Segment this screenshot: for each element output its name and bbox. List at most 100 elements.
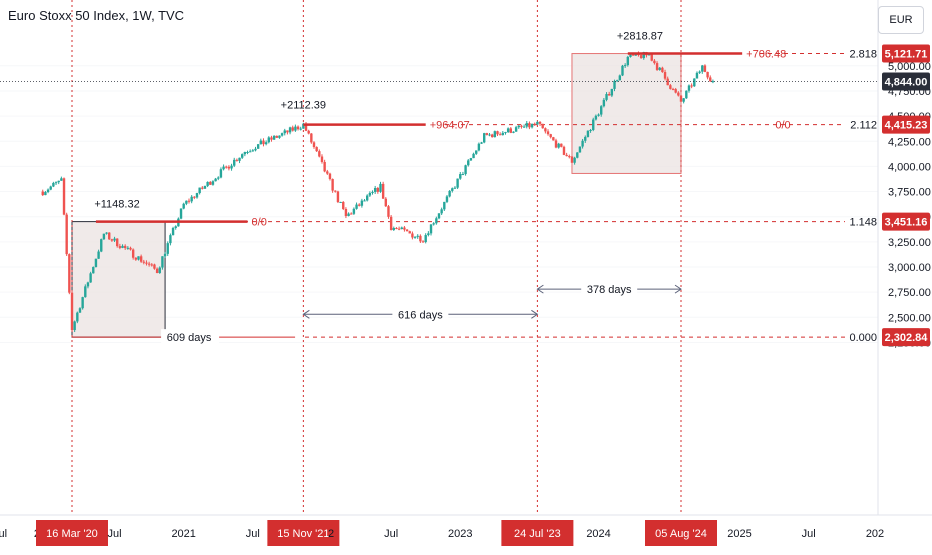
candle-body	[174, 226, 177, 228]
candle-body	[222, 166, 225, 170]
candle-body	[187, 200, 191, 202]
currency-button[interactable]: EUR	[878, 6, 924, 34]
candle-body	[376, 188, 380, 192]
candle-body	[405, 229, 409, 232]
candle-body	[488, 134, 491, 136]
candle-body	[209, 181, 212, 185]
candle-body	[642, 51, 645, 59]
price-tag-label: 3,451.16	[885, 217, 928, 229]
price-tags: 5,121.71 4,844.00 4,415.23 3,451.16 2,302.84	[0, 44, 930, 347]
candle-body	[358, 204, 361, 206]
candle-body	[549, 134, 552, 138]
candle-body	[320, 156, 324, 162]
candle-body	[413, 236, 417, 238]
candle-body	[251, 150, 255, 152]
price-tag	[882, 72, 930, 91]
candle-body	[397, 228, 401, 230]
candle-body	[631, 54, 635, 56]
candle-body	[193, 196, 196, 198]
candles	[41, 51, 715, 333]
candle-body	[685, 90, 688, 99]
candle-body	[379, 183, 382, 192]
candle-body	[432, 223, 435, 225]
candle-body	[307, 130, 310, 134]
candle-body	[674, 89, 677, 93]
candle-body	[166, 243, 169, 254]
candle-body	[206, 181, 209, 186]
candle-body	[389, 216, 393, 230]
candle-body	[105, 232, 108, 234]
candle-body	[600, 106, 603, 115]
candle-body	[469, 158, 473, 161]
candle-body	[709, 77, 712, 82]
candle-body	[304, 123, 308, 131]
candle-body	[331, 179, 334, 191]
candle-body	[275, 135, 278, 138]
range-box	[71, 221, 166, 338]
candle-body	[373, 188, 377, 192]
candle-body	[291, 127, 294, 131]
price-tag	[882, 328, 930, 347]
x-tick-label: Jul	[802, 528, 816, 540]
candle-body	[78, 308, 82, 313]
x-tick-label: 05 Aug '24	[655, 528, 707, 540]
candle-body	[318, 151, 321, 157]
candle-body	[663, 72, 667, 79]
candle-body	[437, 213, 441, 219]
candle-body	[586, 130, 590, 137]
candle-body	[233, 159, 236, 166]
candle-body	[227, 166, 231, 169]
candle-body	[594, 115, 598, 120]
candle-body	[514, 127, 518, 132]
candle-body	[52, 182, 55, 187]
x-tick-label: Jul	[0, 528, 7, 540]
candle-body	[267, 137, 270, 143]
candle-body	[139, 256, 143, 262]
candle-body	[552, 137, 555, 141]
vertical-markers	[71, 0, 682, 515]
candle-body	[490, 134, 494, 138]
range-days-label: 616 days	[398, 309, 443, 321]
candle-body	[118, 246, 122, 248]
candle-body	[522, 126, 526, 128]
candle-body	[578, 146, 582, 153]
candle-body	[371, 191, 374, 193]
candle-body	[480, 142, 483, 144]
range-box	[571, 53, 682, 174]
candle-body	[703, 65, 707, 72]
candle-body	[288, 127, 292, 133]
price-tag-label: 4,415.23	[885, 120, 928, 132]
candle-body	[424, 235, 427, 243]
candle-body	[243, 152, 247, 155]
candle-body	[315, 147, 318, 152]
candle-body	[467, 160, 470, 166]
candle-body	[557, 143, 560, 148]
candle-body	[485, 133, 489, 135]
candle-body	[102, 233, 106, 240]
candle-body	[443, 201, 446, 210]
date-ranges: 616 days 378 days	[302, 280, 682, 322]
candle-body	[235, 159, 239, 161]
range-label-bg	[581, 280, 638, 297]
candle-body	[113, 238, 116, 241]
candle-body	[544, 128, 547, 132]
candle-body	[129, 247, 132, 250]
range-days-label: 609 days	[167, 332, 212, 344]
candle-body	[142, 261, 146, 263]
candle-body	[147, 263, 151, 265]
ray-label: +964.07	[430, 120, 470, 132]
y-tick-label: 5,000.00	[888, 61, 931, 73]
candle-body	[158, 267, 161, 273]
candle-body	[54, 182, 58, 184]
ray-top-label: +2112.39	[281, 100, 326, 112]
candle-body	[671, 88, 675, 90]
candle-body	[323, 161, 326, 172]
price-tag-label: 2,302.84	[885, 332, 929, 344]
candle-body	[607, 94, 611, 96]
candle-body	[679, 95, 683, 102]
range-arrow-right	[531, 309, 539, 319]
candle-body	[62, 178, 66, 215]
